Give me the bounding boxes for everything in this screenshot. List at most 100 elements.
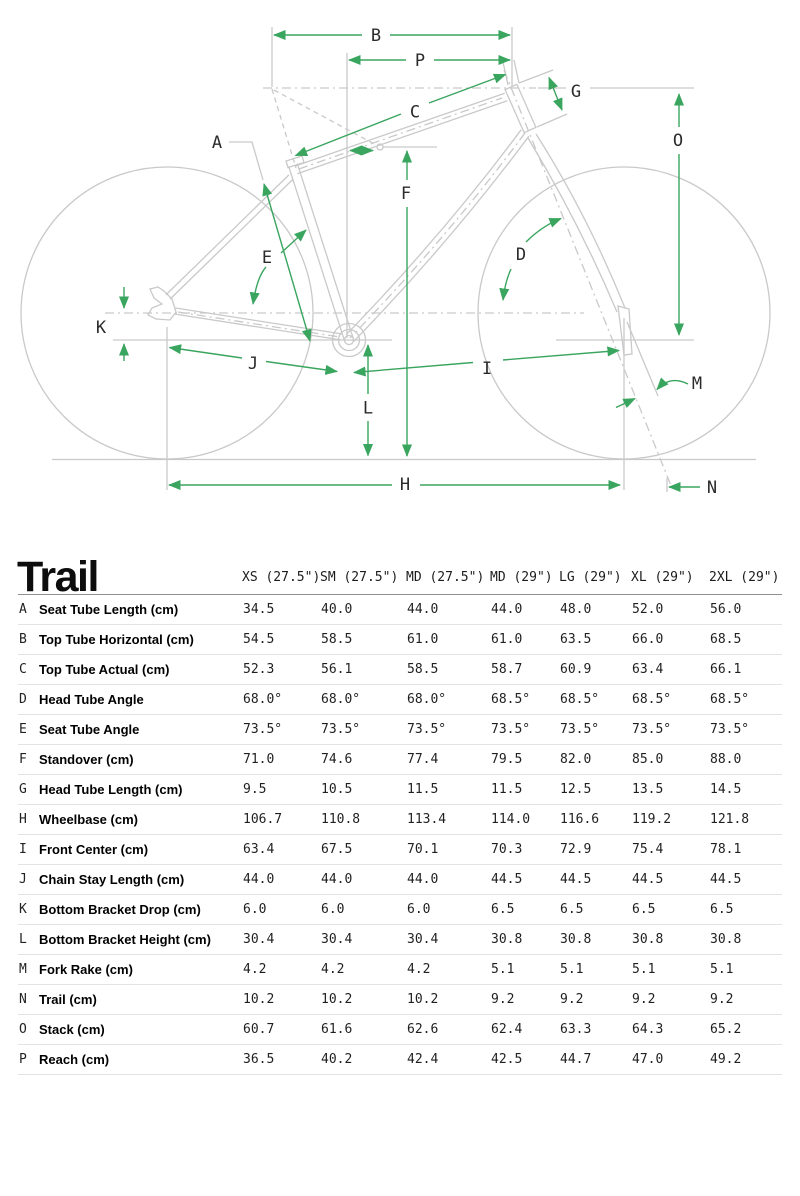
cell-value: 75.4 xyxy=(631,834,709,865)
cell-value: 67.5 xyxy=(320,834,406,865)
row-label: Stack (cm) xyxy=(38,1014,242,1045)
table-row: P Reach (cm) 36.5 40.2 42.4 42.5 44.7 47.0 49.2 xyxy=(18,1044,782,1075)
ext-headtube-bottom xyxy=(536,113,568,128)
row-label: Top Tube Actual (cm) xyxy=(38,654,242,685)
row-letter: H xyxy=(18,804,38,835)
cell-value: 44.7 xyxy=(559,1044,631,1075)
dim-i-left xyxy=(352,361,474,377)
cell-value: 74.6 xyxy=(320,744,406,775)
dim-label-o: O xyxy=(673,131,683,151)
top-tube-centerline xyxy=(298,97,503,170)
row-letter: D xyxy=(18,684,38,715)
cell-value: 68.5 xyxy=(709,624,782,655)
cell-value: 58.5 xyxy=(406,654,490,685)
cell-value: 6.5 xyxy=(709,894,782,925)
cell-value: 71.0 xyxy=(242,744,320,775)
cell-value: 70.1 xyxy=(406,834,490,865)
cell-value: 60.9 xyxy=(559,654,631,685)
cell-value: 73.5° xyxy=(709,714,782,745)
cell-value: 44.5 xyxy=(709,864,782,895)
row-label: Trail (cm) xyxy=(38,984,242,1015)
cell-value: 6.0 xyxy=(406,894,490,925)
cell-value: 30.4 xyxy=(406,924,490,955)
cell-value: 78.1 xyxy=(709,834,782,865)
cell-value: 73.5° xyxy=(490,714,559,745)
cell-value: 34.5 xyxy=(242,594,320,625)
dim-label-k: K xyxy=(96,318,107,338)
cell-value: 40.0 xyxy=(320,594,406,625)
dim-i-right xyxy=(502,346,621,361)
cell-value: 65.2 xyxy=(709,1014,782,1045)
cell-value: 68.5° xyxy=(709,684,782,715)
dim-d-arc-upper xyxy=(525,217,562,243)
row-letter: F xyxy=(18,744,38,775)
header-spacer-label xyxy=(38,570,242,595)
cell-value: 10.2 xyxy=(320,984,406,1015)
column-header-md275: MD (27.5") xyxy=(406,570,490,595)
cell-value: 61.0 xyxy=(490,624,559,655)
cell-value: 68.5° xyxy=(490,684,559,715)
cell-value: 30.8 xyxy=(490,924,559,955)
cell-value: 36.5 xyxy=(242,1044,320,1075)
cell-value: 68.5° xyxy=(559,684,631,715)
steering-axis xyxy=(503,69,673,489)
cell-value: 10.2 xyxy=(406,984,490,1015)
row-letter: I xyxy=(18,834,38,865)
cell-value: 60.7 xyxy=(242,1014,320,1045)
row-letter: A xyxy=(18,594,38,625)
column-header-lg: LG (29") xyxy=(559,570,631,595)
table-row: M Fork Rake (cm) 4.2 4.2 4.2 5.1 5.1 5.1 5.1 xyxy=(18,954,782,985)
cell-value: 49.2 xyxy=(709,1044,782,1075)
dim-label-b: B xyxy=(371,26,381,46)
row-label: Bottom Bracket Drop (cm) xyxy=(38,894,242,925)
cell-value: 68.0° xyxy=(406,684,490,715)
cell-value: 63.5 xyxy=(559,624,631,655)
cell-value: 5.1 xyxy=(490,954,559,985)
row-letter: O xyxy=(18,1014,38,1045)
seatpost-axis-dash xyxy=(271,88,297,169)
row-letter: N xyxy=(18,984,38,1015)
cell-value: 62.4 xyxy=(490,1014,559,1045)
cell-value: 40.2 xyxy=(320,1044,406,1075)
cell-value: 73.5° xyxy=(406,714,490,745)
fork-blade xyxy=(527,133,626,313)
column-header-2xl: 2XL (29") xyxy=(709,570,782,595)
dim-m-leader xyxy=(656,377,689,391)
cell-value: 72.9 xyxy=(559,834,631,865)
cell-value: 121.8 xyxy=(709,804,782,835)
cell-value: 11.5 xyxy=(490,774,559,805)
row-label: Head Tube Length (cm) xyxy=(38,774,242,805)
row-label: Reach (cm) xyxy=(38,1044,242,1075)
dim-label-e: E xyxy=(262,248,272,268)
row-label: Standover (cm) xyxy=(38,744,242,775)
table-row: L Bottom Bracket Height (cm) 30.4 30.4 30.4 3… xyxy=(18,924,782,955)
dimension-lines xyxy=(118,29,700,493)
dim-e-arc-lower xyxy=(249,266,267,305)
cell-value: 110.8 xyxy=(320,804,406,835)
cell-value: 9.2 xyxy=(559,984,631,1015)
standover-point-marker xyxy=(376,143,384,151)
cell-value: 73.5° xyxy=(631,714,709,745)
row-label: Front Center (cm) xyxy=(38,834,242,865)
row-label: Chain Stay Length (cm) xyxy=(38,864,242,895)
row-label: Seat Tube Angle xyxy=(38,714,242,745)
cell-value: 30.8 xyxy=(631,924,709,955)
cell-value: 5.1 xyxy=(631,954,709,985)
chain-stay-centerline xyxy=(177,311,341,338)
cell-value: 4.2 xyxy=(406,954,490,985)
row-label: Seat Tube Length (cm) xyxy=(38,594,242,625)
dim-label-c: C xyxy=(410,103,420,123)
cell-value: 85.0 xyxy=(631,744,709,775)
cell-value: 30.4 xyxy=(320,924,406,955)
cell-value: 119.2 xyxy=(631,804,709,835)
cell-value: 88.0 xyxy=(709,744,782,775)
cell-value: 6.0 xyxy=(320,894,406,925)
dim-label-m: M xyxy=(692,374,702,394)
dim-c-right xyxy=(428,73,507,104)
row-label: Top Tube Horizontal (cm) xyxy=(38,624,242,655)
geometry-diagram-svg: A B C D E F G H I J K L M N O P xyxy=(20,26,771,498)
cell-value: 6.0 xyxy=(242,894,320,925)
row-letter: K xyxy=(18,894,38,925)
cell-value: 64.3 xyxy=(631,1014,709,1045)
cell-value: 30.4 xyxy=(242,924,320,955)
